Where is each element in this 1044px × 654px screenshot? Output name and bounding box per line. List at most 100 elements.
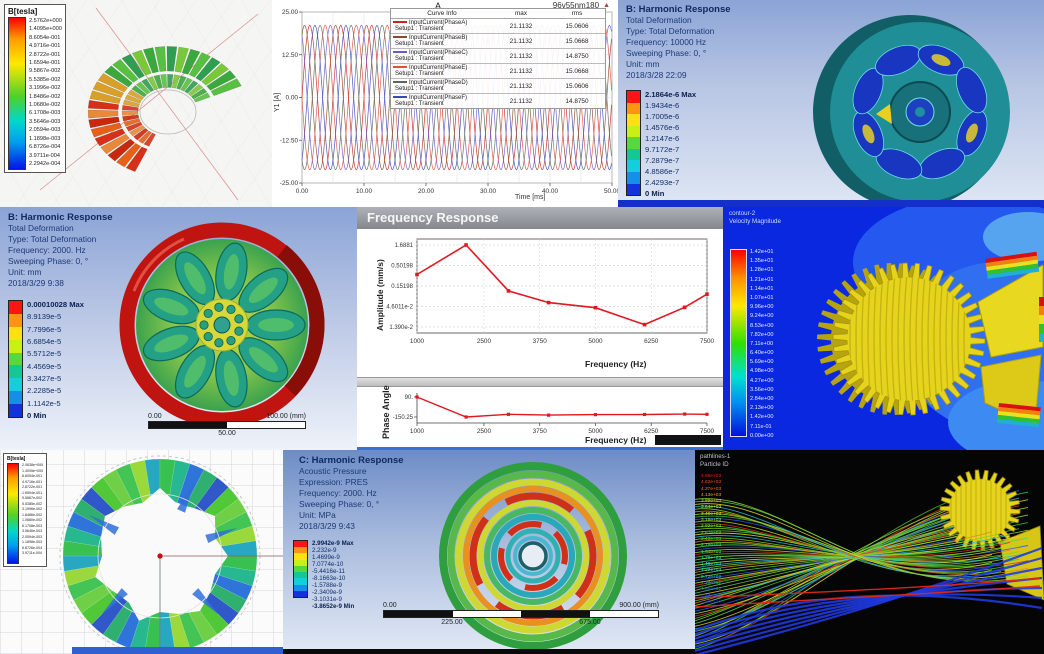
curve-name: InputCurrent(PhaseA) Setup1 : Transient <box>393 20 468 32</box>
svg-text:-25.00: -25.00 <box>280 180 299 187</box>
legend-value: 7.29e+02 <box>701 581 722 587</box>
legend-value: 3.56e+00 <box>750 386 774 393</box>
svg-text:3750: 3750 <box>533 338 548 345</box>
result-info-line: 2018/3/29 9:38 <box>8 278 64 288</box>
result-info-line: Sweeping Phase: 0, ° <box>626 48 707 58</box>
torus-field-plot <box>39 7 259 201</box>
field-colorbar-legend: B[tesla] 2.0638e+000 1.4095e+000 8.6054e-0… <box>3 453 48 567</box>
curve-info-row: InputCurrent(PhaseC) Setup1 : Transient 21… <box>391 49 605 64</box>
contour-legend: 2.9942e-9 Max 2.232e-9 1.4699e-9 7.0774e-10… <box>293 540 354 610</box>
scale-ruler: 0.00 900.00 (mm) 225.00 675.00 <box>383 602 659 626</box>
legend-value: 7.0774e-10 <box>312 561 344 568</box>
svg-text:7500: 7500 <box>700 428 715 435</box>
contour-colorbar <box>293 540 308 598</box>
window-title-bar[interactable]: Frequency Response <box>357 207 723 229</box>
legend-value: 6.40e+00 <box>750 350 774 357</box>
svg-text:1.390e-2: 1.390e-2 <box>389 325 413 331</box>
legend-value: 6.6854e-5 <box>27 336 62 346</box>
result-info-line: 2018/3/29 9:43 <box>299 521 355 531</box>
legend-value: 0.00e+00 <box>750 432 774 439</box>
curve-rms: 15.0668 <box>565 67 589 75</box>
legend-value: 1.28e+01 <box>750 267 774 274</box>
window-splitter[interactable] <box>357 377 723 387</box>
pin-icon[interactable]: ▲ <box>603 2 610 9</box>
legend-value: 2.8722e-001 <box>29 51 61 58</box>
legend-value: 2.0594e-003 <box>29 127 61 134</box>
curve-color-sample <box>393 66 407 69</box>
ruler-q3: 675.00 <box>579 619 601 626</box>
scale-ruler: 0.00 100.00 (mm) 50.00 <box>148 413 306 437</box>
result-info-line: Frequency: 2000. Hz <box>299 488 377 498</box>
legend-value: 1.22e+03 <box>701 568 722 574</box>
curve-name: InputCurrent(PhaseC) Setup1 : Transient <box>393 50 468 62</box>
svg-text:10.00: 10.00 <box>356 188 372 195</box>
svg-text:3750: 3750 <box>533 428 548 435</box>
legend-value: 2.43e+02 <box>701 593 722 599</box>
deformed-wheel-plot <box>813 15 1010 207</box>
legend-value: -3.1031e-9 <box>312 596 342 603</box>
curve-info-title: Curve Info <box>427 10 457 17</box>
legend-value: 6.1708e-003 <box>29 110 61 117</box>
window-title: Frequency Response <box>367 210 499 225</box>
legend-value: 1.42e+01 <box>750 249 774 255</box>
legend-value: 9.5867e-002 <box>22 496 43 500</box>
legend-value: 2.67e+03 <box>701 530 722 536</box>
colorbar <box>8 17 26 170</box>
legend-value: 2.2942e-004 <box>29 160 61 167</box>
curve-max: 21.1132 <box>509 37 533 45</box>
colorbar <box>7 463 19 564</box>
legend-value: 6.8726e-004 <box>22 545 43 550</box>
y-axis-label: Y1 [A] <box>274 92 281 112</box>
curve-info-row: InputCurrent(PhaseF) Setup1 : Transient 21… <box>391 94 605 108</box>
contour-colorbar <box>8 300 23 418</box>
curve-color-sample <box>393 36 407 39</box>
legend-value: 9.72e+02 <box>701 574 722 580</box>
legend-value: 2.92e+03 <box>701 524 722 530</box>
curve-info-table: Curve Info max rms InputCurrent(PhaseA) S… <box>390 8 606 109</box>
legend-title: B[tesla] <box>8 7 38 16</box>
result-title: C: Harmonic Response <box>299 455 404 466</box>
svg-text:6250: 6250 <box>644 338 659 345</box>
curve-name: InputCurrent(PhaseB) Setup1 : Transient <box>393 35 468 47</box>
legend-value: 7.2879e-7 <box>645 156 680 165</box>
legend-value: 7.11e-01 <box>750 423 772 430</box>
legend-value: 2.4293e-7 <box>645 178 680 187</box>
legend-value: 3.40e+03 <box>701 511 722 517</box>
window-body: 1.6881 0.50198 0.15198 4.6011e-2 1.390e-2 100… <box>357 229 723 447</box>
legend-value: 1.6594e-001 <box>29 60 61 67</box>
x-axis-label: Time [ms] <box>515 194 546 201</box>
phase-chart-area: 90. -150.25 1000 2500 3750 5000 6250 7500 Phase… <box>357 385 723 447</box>
legend-title: B[tesla] <box>7 456 26 462</box>
svg-text:40.00: 40.00 <box>542 188 558 195</box>
legend-value: 4.62e+03 <box>701 480 722 486</box>
legend-value: 4.8586e-7 <box>645 167 680 176</box>
svg-text:0.50198: 0.50198 <box>391 264 413 270</box>
legend-value: 9.96e+00 <box>750 304 774 311</box>
legend-value: 1.9434e-6 <box>645 101 680 110</box>
svg-text:5000: 5000 <box>588 338 603 345</box>
panel-frequency-response-window: Frequency Response 1.6881 0.50198 0.15198 4… <box>357 207 723 450</box>
legend-value: 3.64e+03 <box>701 505 722 511</box>
ruler-q1: 225.00 <box>441 619 463 626</box>
legend-value: 1.70e+03 <box>701 555 722 561</box>
result-info-line: Frequency: 2000. Hz <box>8 245 86 255</box>
result-info-line: Unit: mm <box>8 267 42 277</box>
ruler-min: 0.00 <box>383 602 397 609</box>
result-info-line: Sweeping Phase: 0, ° <box>8 256 89 266</box>
legend-value: 4.13e+03 <box>701 492 722 498</box>
curve-max: 21.1132 <box>509 22 533 30</box>
legend-value: 2.0594e-003 <box>22 534 43 539</box>
result-info-line: Expression: PRES <box>299 477 368 487</box>
svg-text:1.6881: 1.6881 <box>395 243 414 249</box>
curve-info-row: InputCurrent(PhaseE) Setup1 : Transient 21… <box>391 64 605 79</box>
result-info-block: C: Harmonic Response Acoustic Pressure Ex… <box>299 455 404 532</box>
legend-value: 3.5646e-003 <box>22 529 43 533</box>
svg-text:20.00: 20.00 <box>418 188 434 195</box>
svg-text:2500: 2500 <box>477 338 492 345</box>
legend-value: 3.5646e-003 <box>29 118 61 125</box>
ruler-mid: 50.00 <box>218 430 236 437</box>
legend-value: 4.4569e-5 <box>27 361 62 371</box>
legend-value: 1.21e+01 <box>750 276 774 283</box>
panel-maxwell-ring-field: B[tesla] 2.0638e+000 1.4095e+000 8.6054e-0… <box>0 450 283 654</box>
